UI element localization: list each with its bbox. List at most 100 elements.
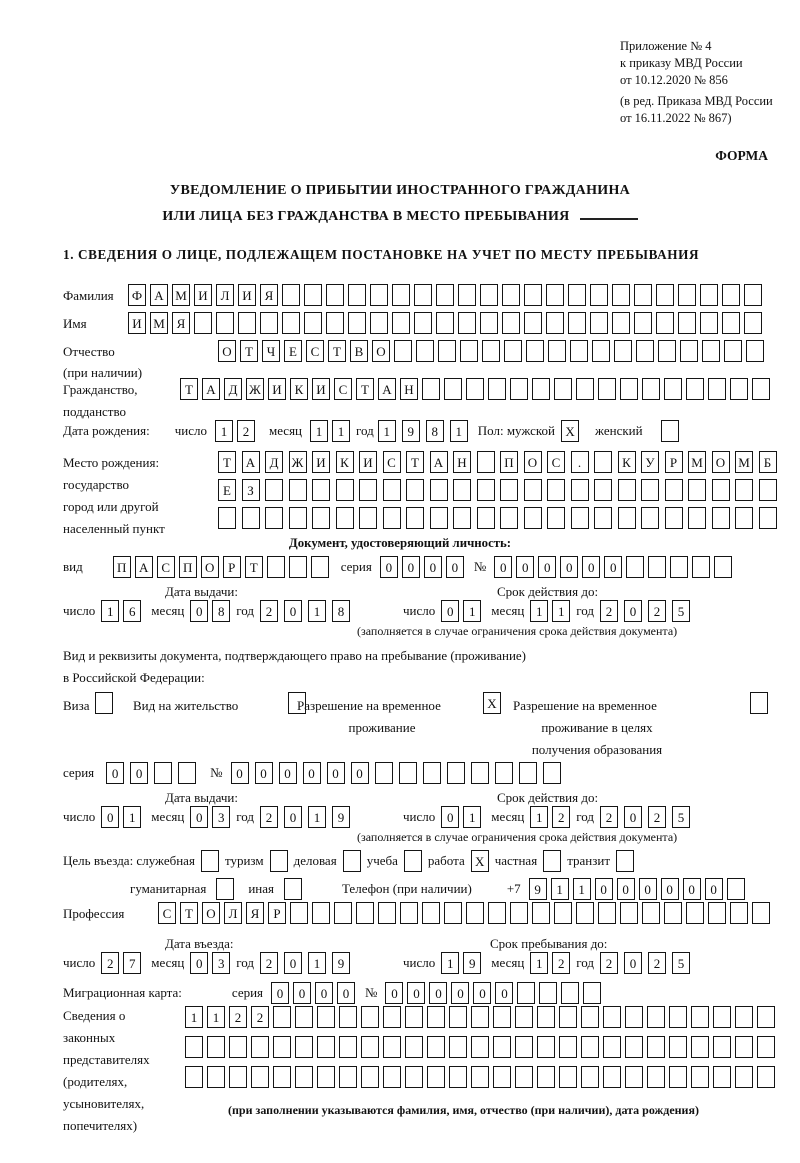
char-cell[interactable] [312, 479, 330, 501]
char-cell[interactable]: 0 [441, 806, 460, 828]
char-cell[interactable] [648, 556, 667, 578]
char-cell[interactable]: С [547, 451, 565, 473]
char-cell[interactable] [620, 902, 638, 924]
char-cell[interactable] [273, 1066, 291, 1088]
char-cell[interactable] [744, 312, 762, 334]
char-cell[interactable]: И [312, 451, 330, 473]
char-cell[interactable] [348, 284, 366, 306]
char-cell[interactable]: 1 [463, 600, 482, 622]
char-cell[interactable]: 0 [385, 982, 404, 1004]
char-cell[interactable] [686, 378, 704, 400]
char-cell[interactable] [500, 479, 518, 501]
char-cell[interactable] [735, 507, 753, 529]
char-cell[interactable] [641, 507, 659, 529]
char-cell[interactable] [518, 762, 537, 784]
char-cell[interactable] [392, 284, 410, 306]
char-cell[interactable] [229, 1036, 247, 1058]
char-cell[interactable] [642, 378, 660, 400]
char-cell[interactable] [660, 420, 679, 442]
char-cell[interactable] [471, 1066, 489, 1088]
char-cell[interactable] [185, 1066, 203, 1088]
char-cell[interactable] [290, 902, 308, 924]
char-cell[interactable] [282, 312, 300, 334]
char-cell[interactable] [288, 479, 307, 501]
char-cell[interactable] [517, 982, 536, 1004]
char-cell[interactable]: 1 [530, 600, 549, 622]
char-cell[interactable] [713, 1006, 731, 1028]
char-cell[interactable] [722, 312, 740, 334]
char-cell[interactable]: У [641, 451, 659, 473]
char-cell[interactable] [617, 507, 636, 529]
char-cell[interactable]: П [112, 556, 131, 578]
char-cell[interactable] [730, 902, 748, 924]
char-cell[interactable] [680, 340, 698, 362]
char-cell[interactable] [403, 850, 422, 872]
char-cell[interactable]: А [202, 378, 220, 400]
char-cell[interactable] [361, 1066, 379, 1088]
char-cell[interactable] [548, 340, 566, 362]
char-cell[interactable] [634, 312, 652, 334]
char-cell[interactable] [515, 1006, 533, 1028]
char-cell[interactable] [576, 902, 594, 924]
char-cell[interactable] [561, 982, 580, 1004]
char-cell[interactable] [429, 507, 448, 529]
char-cell[interactable] [400, 902, 418, 924]
char-cell[interactable]: 0 [473, 982, 492, 1004]
char-cell[interactable] [414, 284, 432, 306]
char-cell[interactable] [554, 378, 572, 400]
char-cell[interactable] [476, 507, 495, 529]
char-cell[interactable] [620, 378, 638, 400]
char-cell[interactable]: 0 [516, 556, 535, 578]
char-cell[interactable] [543, 850, 562, 872]
char-cell[interactable]: 5 [672, 806, 691, 828]
char-cell[interactable] [449, 1066, 467, 1088]
char-cell[interactable]: 0 [271, 982, 290, 1004]
char-cell[interactable] [356, 902, 374, 924]
char-cell[interactable] [326, 312, 344, 334]
char-cell[interactable]: 0 [582, 556, 601, 578]
char-cell[interactable] [241, 507, 260, 529]
char-cell[interactable] [581, 1066, 599, 1088]
char-cell[interactable]: Ж [246, 378, 264, 400]
char-cell[interactable]: И [194, 284, 212, 306]
char-cell[interactable] [334, 902, 352, 924]
char-cell[interactable]: 1 [530, 806, 549, 828]
char-cell[interactable] [750, 692, 768, 714]
char-cell[interactable] [691, 1066, 709, 1088]
char-cell[interactable]: 9 [332, 952, 351, 974]
char-cell[interactable] [317, 1036, 335, 1058]
char-cell[interactable] [339, 1006, 357, 1028]
char-cell[interactable] [554, 902, 572, 924]
char-cell[interactable] [359, 507, 377, 529]
char-cell[interactable]: С [306, 340, 324, 362]
char-cell[interactable]: 0 [494, 556, 513, 578]
char-cell[interactable] [656, 312, 674, 334]
char-cell[interactable]: А [429, 451, 448, 473]
char-cell[interactable]: 1 [530, 952, 549, 974]
char-cell[interactable] [590, 284, 608, 306]
char-cell[interactable]: С [158, 902, 176, 924]
char-cell[interactable] [154, 762, 173, 784]
char-cell[interactable]: М [735, 451, 753, 473]
char-cell[interactable] [714, 556, 733, 578]
char-cell[interactable] [383, 1006, 401, 1028]
char-cell[interactable] [722, 284, 740, 306]
char-cell[interactable]: И [268, 378, 286, 400]
char-cell[interactable]: 8 [212, 600, 231, 622]
char-cell[interactable] [625, 1006, 643, 1028]
char-cell[interactable] [583, 982, 602, 1004]
char-cell[interactable]: С [156, 556, 175, 578]
char-cell[interactable]: К [290, 378, 308, 400]
char-cell[interactable] [207, 1036, 225, 1058]
char-cell[interactable] [436, 284, 454, 306]
char-cell[interactable] [686, 902, 704, 924]
char-cell[interactable]: 5 [672, 600, 691, 622]
char-cell[interactable] [711, 479, 730, 501]
char-cell[interactable] [626, 556, 645, 578]
char-cell[interactable]: 0 [604, 556, 623, 578]
char-cell[interactable] [422, 762, 441, 784]
char-cell[interactable]: К [617, 451, 636, 473]
char-cell[interactable]: 2 [260, 600, 279, 622]
char-cell[interactable] [568, 284, 586, 306]
char-cell[interactable] [471, 1036, 489, 1058]
